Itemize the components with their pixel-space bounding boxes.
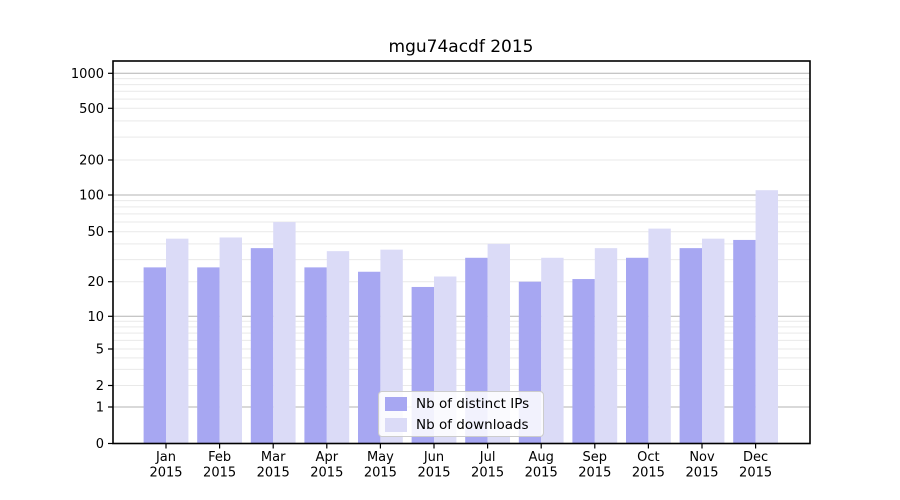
- legend: Nb of distinct IPs Nb of downloads: [378, 391, 544, 437]
- legend-label-ips: Nb of distinct IPs: [416, 395, 530, 412]
- bar-downloads-oct: [648, 228, 671, 444]
- x-tick-label-month: Oct: [637, 450, 659, 465]
- y-tick-label: 20: [87, 275, 104, 290]
- bar-downloads-mar: [273, 222, 296, 444]
- x-tick-label-year: 2015: [257, 466, 290, 481]
- bar-downloads-jan: [166, 238, 189, 444]
- y-tick-label: 10: [87, 310, 104, 325]
- x-tick-label-month: Sep: [583, 450, 608, 465]
- x-tick-label-year: 2015: [525, 466, 558, 481]
- bar-distinct-ips-mar: [250, 248, 274, 444]
- legend-item-distinct-ips: Nb of distinct IPs: [385, 396, 543, 412]
- x-tick-label-month: Jan: [155, 450, 176, 465]
- y-tick-label: 5: [96, 343, 104, 358]
- x-tick-label-month: Feb: [208, 450, 231, 465]
- chart-title: mgu74acdf 2015: [388, 37, 534, 57]
- x-tick-label-year: 2015: [417, 466, 450, 481]
- x-tick-label-year: 2015: [149, 466, 182, 481]
- x-tick-label-month: Jun: [423, 450, 444, 465]
- x-tick-label-month: Jul: [479, 450, 496, 465]
- bar-distinct-ips-feb: [197, 267, 220, 444]
- y-tick-label: 1: [96, 401, 104, 416]
- bar-downloads-apr: [326, 251, 350, 444]
- bar-distinct-ips-jan: [143, 267, 166, 444]
- x-tick-label-year: 2015: [632, 466, 665, 481]
- legend-label-downloads: Nb of downloads: [416, 416, 529, 433]
- bar-distinct-ips-oct: [626, 257, 649, 444]
- x-tick-label-month: Nov: [689, 450, 715, 465]
- bar-downloads-dec: [755, 190, 778, 444]
- x-tick-label-month: May: [367, 450, 394, 465]
- y-tick-label: 0: [96, 437, 104, 452]
- legend-item-downloads: Nb of downloads: [385, 417, 543, 433]
- bar-distinct-ips-may: [358, 271, 381, 444]
- bar-downloads-nov: [702, 238, 725, 444]
- x-tick-label-month: Mar: [261, 450, 286, 465]
- x-tick-label-year: 2015: [471, 466, 504, 481]
- y-tick-label: 500: [79, 102, 104, 117]
- x-tick-label-year: 2015: [203, 466, 236, 481]
- y-tick-label: 200: [79, 154, 104, 169]
- bar-distinct-ips-sep: [572, 279, 595, 444]
- y-tick-label: 2: [96, 379, 104, 394]
- y-tick-label: 100: [79, 189, 104, 204]
- x-tick-label-month: Apr: [316, 450, 339, 465]
- bar-downloads-sep: [594, 248, 618, 444]
- bar-distinct-ips-dec: [733, 239, 756, 444]
- x-tick-label-year: 2015: [685, 466, 718, 481]
- x-tick-label-year: 2015: [578, 466, 611, 481]
- bar-distinct-ips-nov: [679, 248, 702, 444]
- x-tick-label-year: 2015: [739, 466, 772, 481]
- bar-downloads-feb: [219, 237, 242, 444]
- legend-swatch-ips: [385, 396, 407, 411]
- legend-swatch-downloads: [385, 417, 407, 432]
- x-tick-label-month: Dec: [743, 450, 768, 465]
- bar-distinct-ips-apr: [304, 267, 327, 444]
- y-tick-label: 1000: [71, 67, 104, 82]
- x-tick-label-year: 2015: [310, 466, 343, 481]
- x-tick-label-month: Aug: [529, 450, 554, 465]
- bar-downloads-aug: [541, 257, 564, 444]
- plot-border: [112, 60, 811, 445]
- x-tick-label-year: 2015: [364, 466, 397, 481]
- y-tick-label: 50: [87, 225, 104, 240]
